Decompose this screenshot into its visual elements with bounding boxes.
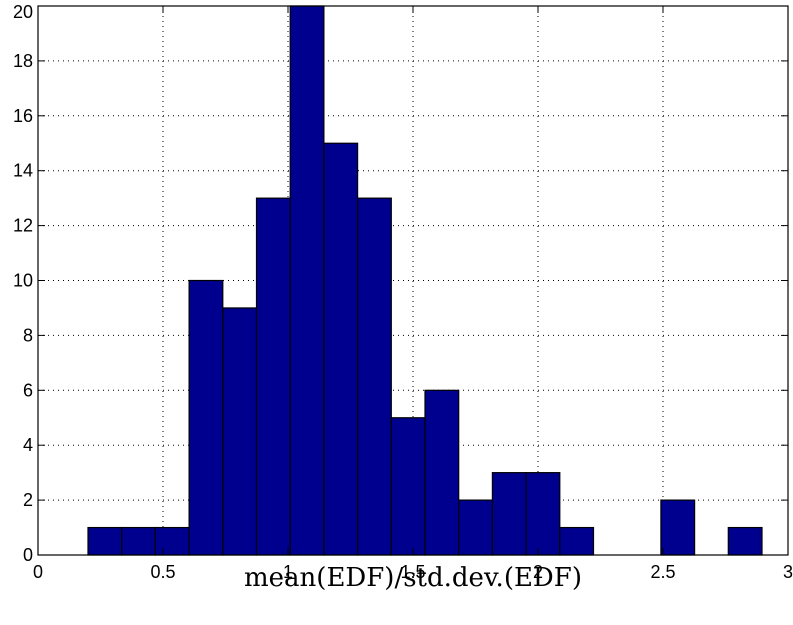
histogram-bar xyxy=(188,279,224,556)
ticks-layer xyxy=(37,5,789,556)
y-tick-label: 4 xyxy=(23,435,33,455)
x-tick-label: 2 xyxy=(533,562,543,582)
y-tick-label: 14 xyxy=(13,161,33,181)
y-tick-label: 10 xyxy=(13,271,33,291)
y-tick-label: 18 xyxy=(13,51,33,71)
histogram-bar xyxy=(357,197,392,556)
histogram-bar xyxy=(424,389,460,556)
y-tick-label: 2 xyxy=(23,490,33,510)
histogram-bar xyxy=(390,417,426,556)
histogram-bar xyxy=(491,472,527,556)
histogram-bar xyxy=(87,526,123,556)
histogram-bar xyxy=(121,526,156,556)
y-tick-label: 12 xyxy=(13,216,33,236)
x-tick-label: 3 xyxy=(783,562,793,582)
y-tick-label: 20 xyxy=(13,2,33,22)
histogram-bar xyxy=(154,526,190,556)
histogram-bar xyxy=(255,197,291,556)
x-tick-label: 0 xyxy=(33,562,43,582)
x-tick-label: 2.5 xyxy=(650,562,675,582)
histogram-bar xyxy=(222,307,258,556)
x-axis-title: mean(EDF)/std.dev.(EDF) xyxy=(244,563,582,593)
labels-layer: 0 0.5 1 1.5 2 2.5 3 0 2 4 6 8 10 12 14 16 18 20 xyxy=(13,2,793,582)
histogram-bar xyxy=(323,142,359,556)
grid-layer xyxy=(38,6,788,555)
x-tick-label: 1.5 xyxy=(400,562,425,582)
y-tick-label: 16 xyxy=(13,106,33,126)
histogram-bar xyxy=(559,526,595,556)
histogram-bar xyxy=(289,5,325,556)
bars-layer xyxy=(87,5,763,556)
y-tick-label: 8 xyxy=(23,325,33,345)
histogram-bar xyxy=(727,526,763,556)
y-tick-label: 0 xyxy=(23,545,33,565)
x-tick-label: 1 xyxy=(283,562,293,582)
y-tick-label: 6 xyxy=(23,380,33,400)
histogram-bar xyxy=(525,472,561,556)
histogram-bar xyxy=(660,499,696,556)
x-tick-label: 0.5 xyxy=(150,562,175,582)
histogram-bar xyxy=(458,499,494,556)
